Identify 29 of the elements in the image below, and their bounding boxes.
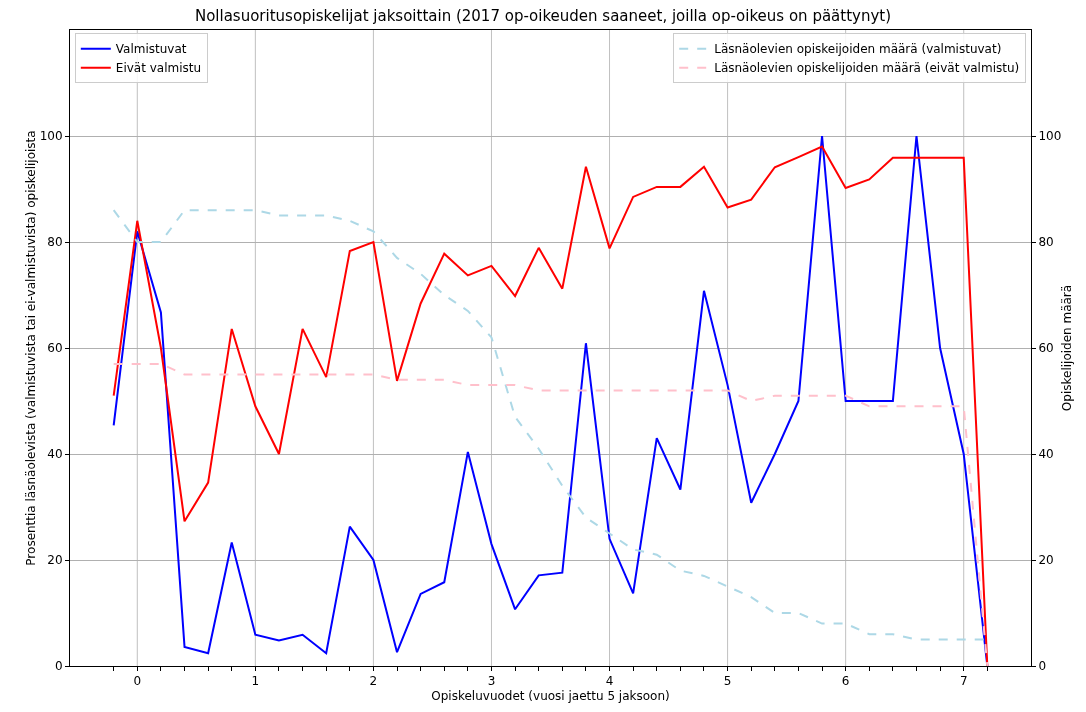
y-tick-label: 60 bbox=[47, 341, 63, 356]
x-tick-label: 0 bbox=[133, 674, 142, 689]
y2-tick-label: 20 bbox=[1038, 553, 1054, 568]
y2-tick-label: 60 bbox=[1038, 341, 1054, 356]
legend-label: Läsnäolevien opiskelijoiden määrä (eivät valmistu) bbox=[714, 61, 1020, 76]
x-axis-title: Opiskeluvuodet (vuosi jaettu 5 jaksoon) bbox=[431, 689, 670, 704]
legend-label: Valmistuvat bbox=[115, 42, 187, 57]
y2-axis-title: Opiskelijoiden määrä bbox=[1060, 284, 1074, 412]
x-tick-label: 5 bbox=[723, 674, 732, 689]
y-tick-label: 20 bbox=[47, 553, 63, 568]
legend-label: Eivät valmistu bbox=[115, 61, 202, 76]
x-tick-label: 6 bbox=[841, 674, 850, 689]
y-tick-label: 40 bbox=[47, 447, 63, 462]
chart-title: Nollasuoritusopiskelijat jaksoittain (2017 op-oikeuden saaneet, joilla op-oikeus on päättynyt) bbox=[194, 7, 892, 26]
y2-tick-label: 40 bbox=[1038, 447, 1054, 462]
x-tick-label: 2 bbox=[369, 674, 378, 689]
x-tick-label: 1 bbox=[251, 674, 260, 689]
y-tick-label: 80 bbox=[47, 235, 63, 250]
x-tick-label: 4 bbox=[605, 674, 614, 689]
y2-tick-label: 80 bbox=[1038, 235, 1054, 250]
y-tick-label: 100 bbox=[39, 129, 63, 144]
x-tick-label: 3 bbox=[487, 674, 496, 689]
y2-tick-label: 100 bbox=[1038, 129, 1062, 144]
y2-tick-label: 0 bbox=[1038, 659, 1047, 674]
y-axis-title: Prosenttia läsnäolevista (valmistuvista tai ei-valmistuvista) opiskelijoista bbox=[23, 130, 38, 566]
legend-label: Läsnäolevien opiskeijoiden määrä (valmistuvat) bbox=[714, 42, 1002, 57]
line-series bbox=[112, 362, 989, 666]
x-tick-label: 7 bbox=[959, 674, 968, 689]
y-tick-label: 0 bbox=[54, 659, 63, 674]
